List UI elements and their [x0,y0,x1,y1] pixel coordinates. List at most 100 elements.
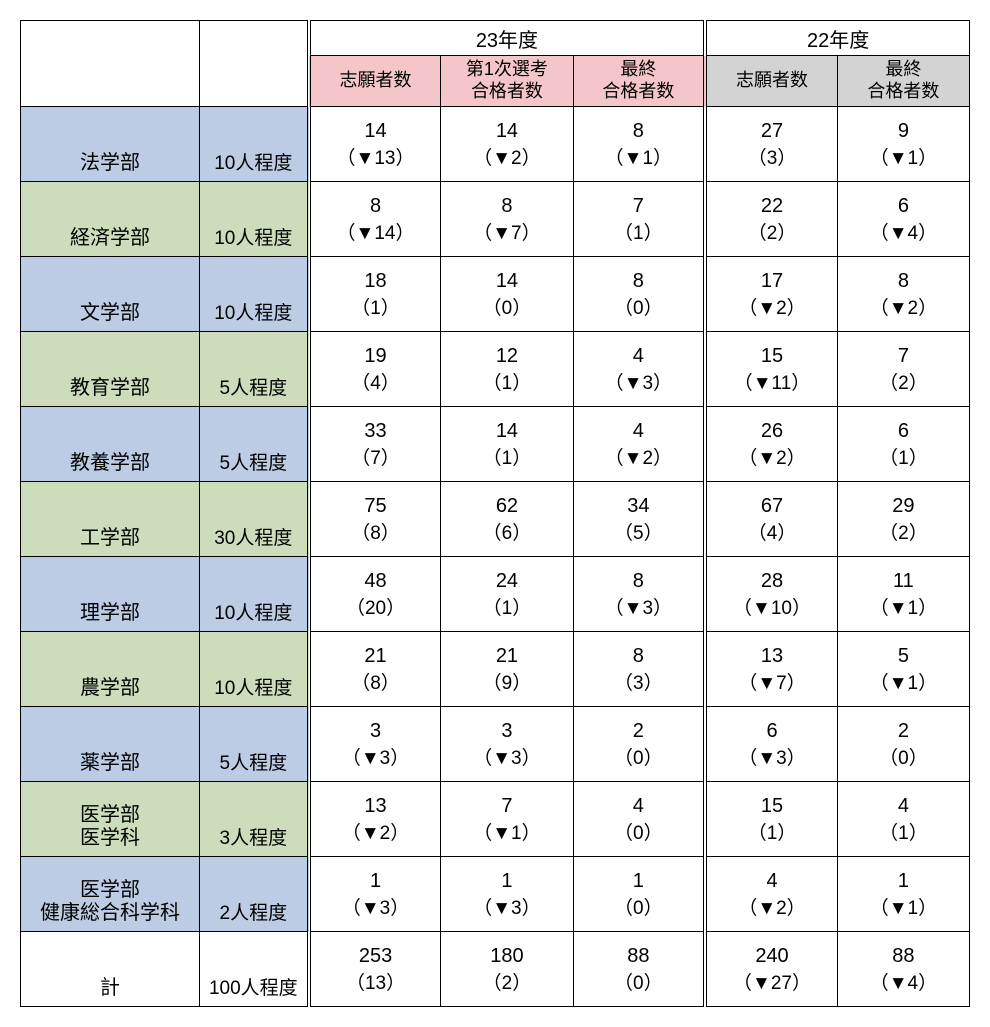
cell-firstpass-23: 14（1） [441,407,573,482]
table-row: 教育学部5人程度19（4）12（1）4（▼3）15（▼11）7（2） [21,332,970,407]
faculty-cell: 教育学部 [21,332,200,407]
cell-finalpass-23: 4（▼2） [573,407,705,482]
cell-firstpass-23: 14（▼2） [441,107,573,182]
capacity-cell: 10人程度 [199,632,308,707]
cell-applicants-22: 28（▼10） [705,557,837,632]
faculty-cell: 経済学部 [21,182,200,257]
capacity-cell: 5人程度 [199,332,308,407]
blank-corner-1 [21,21,200,107]
cell-finalpass-23: 8（▼1） [573,107,705,182]
capacity-cell: 30人程度 [199,482,308,557]
capacity-cell: 5人程度 [199,707,308,782]
cell-firstpass-23: 3（▼3） [441,707,573,782]
cell-finalpass-22: 6（1） [837,407,969,482]
total-c3: 88（0） [573,932,705,1007]
total-c5: 88（▼4） [837,932,969,1007]
cell-applicants-22: 27（3） [705,107,837,182]
cell-applicants-22: 22（2） [705,182,837,257]
cell-firstpass-23: 24（1） [441,557,573,632]
total-row: 計 100人程度 253（13） 180（2） 88（0） 240（▼27） 8… [21,932,970,1007]
cell-applicants-22: 67（4） [705,482,837,557]
table-row: 経済学部10人程度8（▼14）8（▼7）7（1）22（2）6（▼4） [21,182,970,257]
table-row: 文学部10人程度18（1）14（0）8（0）17（▼2）8（▼2） [21,257,970,332]
table-row: 工学部30人程度75（8）62（6）34（5）67（4）29（2） [21,482,970,557]
cell-finalpass-23: 8（0） [573,257,705,332]
col-firstpass-23: 第1次選考合格者数 [441,56,573,107]
cell-firstpass-23: 21（9） [441,632,573,707]
cell-finalpass-22: 11（▼1） [837,557,969,632]
faculty-cell: 医学部健康総合科学科 [21,857,200,932]
faculty-cell: 法学部 [21,107,200,182]
cell-applicants-23: 75（8） [309,482,441,557]
capacity-cell: 3人程度 [199,782,308,857]
col-finalpass-23: 最終合格者数 [573,56,705,107]
faculty-cell: 農学部 [21,632,200,707]
cell-finalpass-22: 29（2） [837,482,969,557]
cell-firstpass-23: 8（▼7） [441,182,573,257]
capacity-cell: 10人程度 [199,182,308,257]
cell-applicants-22: 15（▼11） [705,332,837,407]
cell-finalpass-23: 2（0） [573,707,705,782]
cell-finalpass-22: 6（▼4） [837,182,969,257]
faculty-cell: 理学部 [21,557,200,632]
cell-finalpass-22: 9（▼1） [837,107,969,182]
capacity-cell: 5人程度 [199,407,308,482]
cell-firstpass-23: 14（0） [441,257,573,332]
faculty-cell: 工学部 [21,482,200,557]
capacity-cell: 10人程度 [199,257,308,332]
cell-applicants-23: 1（▼3） [309,857,441,932]
cell-finalpass-23: 4（▼3） [573,332,705,407]
table-row: 医学部医学科3人程度13（▼2）7（▼1）4（0）15（1）4（1） [21,782,970,857]
cell-finalpass-23: 8（3） [573,632,705,707]
cell-finalpass-23: 8（▼3） [573,557,705,632]
header-row-years: 23年度 22年度 [21,21,970,56]
cell-applicants-22: 6（▼3） [705,707,837,782]
cell-applicants-22: 4（▼2） [705,857,837,932]
year-23-header: 23年度 [309,21,705,56]
cell-finalpass-23: 1（0） [573,857,705,932]
table-row: 教養学部5人程度33（7）14（1）4（▼2）26（▼2）6（1） [21,407,970,482]
capacity-cell: 10人程度 [199,557,308,632]
cell-finalpass-22: 2（0） [837,707,969,782]
cell-firstpass-23: 12（1） [441,332,573,407]
cell-applicants-23: 21（8） [309,632,441,707]
table-row: 薬学部5人程度3（▼3）3（▼3）2（0）6（▼3）2（0） [21,707,970,782]
cell-applicants-23: 18（1） [309,257,441,332]
table-row: 医学部健康総合科学科2人程度1（▼3）1（▼3）1（0）4（▼2）1（▼1） [21,857,970,932]
faculty-cell: 薬学部 [21,707,200,782]
cell-finalpass-23: 4（0） [573,782,705,857]
cell-applicants-23: 3（▼3） [309,707,441,782]
capacity-cell: 10人程度 [199,107,308,182]
cell-finalpass-22: 8（▼2） [837,257,969,332]
cell-firstpass-23: 62（6） [441,482,573,557]
cell-applicants-23: 13（▼2） [309,782,441,857]
admission-table: 23年度 22年度 志願者数 第1次選考合格者数 最終合格者数 志願者数 最終合… [20,20,970,1007]
cell-applicants-22: 26（▼2） [705,407,837,482]
total-capacity: 100人程度 [199,932,308,1007]
col-applicants-23: 志願者数 [309,56,441,107]
year-22-header: 22年度 [705,21,969,56]
faculty-cell: 医学部医学科 [21,782,200,857]
table-row: 法学部10人程度14（▼13）14（▼2）8（▼1）27（3）9（▼1） [21,107,970,182]
total-label: 計 [21,932,200,1007]
cell-applicants-23: 48（20） [309,557,441,632]
blank-corner-2 [199,21,308,107]
cell-applicants-23: 14（▼13） [309,107,441,182]
cell-firstpass-23: 7（▼1） [441,782,573,857]
cell-finalpass-23: 7（1） [573,182,705,257]
cell-applicants-23: 19（4） [309,332,441,407]
cell-finalpass-22: 4（1） [837,782,969,857]
faculty-cell: 文学部 [21,257,200,332]
col-applicants-22: 志願者数 [705,56,837,107]
cell-finalpass-22: 1（▼1） [837,857,969,932]
cell-finalpass-23: 34（5） [573,482,705,557]
table-row: 理学部10人程度48（20）24（1）8（▼3）28（▼10）11（▼1） [21,557,970,632]
cell-finalpass-22: 5（▼1） [837,632,969,707]
cell-finalpass-22: 7（2） [837,332,969,407]
cell-applicants-23: 8（▼14） [309,182,441,257]
cell-applicants-22: 13（▼7） [705,632,837,707]
total-c1: 253（13） [309,932,441,1007]
cell-applicants-23: 33（7） [309,407,441,482]
cell-firstpass-23: 1（▼3） [441,857,573,932]
total-c2: 180（2） [441,932,573,1007]
